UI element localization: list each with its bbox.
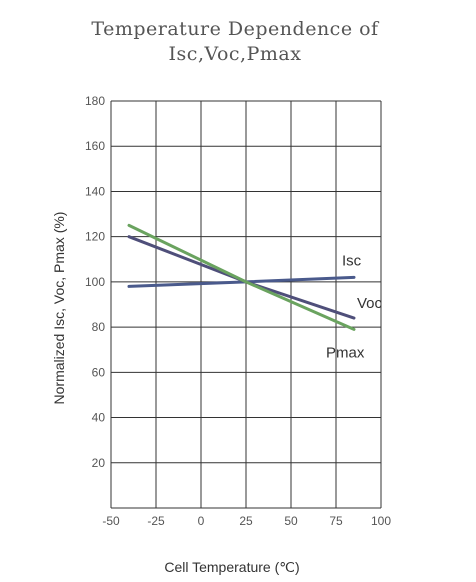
y-tick-label: 40	[92, 411, 106, 425]
series-line-pmax	[127, 223, 356, 331]
x-tick-labels: -50 -25 0 25 50 75 100	[102, 514, 391, 528]
series-label-voc: Voc	[357, 295, 383, 312]
x-tick-label: 100	[371, 514, 391, 528]
y-axis-label: Normalized Isc, Voc, Pmax (%)	[51, 212, 67, 405]
series-label-pmax: Pmax	[326, 344, 365, 361]
y-tick-labels: 20 40 60 80 100 120 140 160 180	[85, 94, 105, 470]
chart-title-line1: Temperature Dependence of	[91, 18, 380, 40]
x-tick-label: -50	[102, 514, 120, 528]
y-tick-label: 120	[85, 230, 105, 244]
series-label-isc: Isc	[342, 252, 362, 269]
grid	[110, 100, 382, 509]
y-tick-label: 20	[92, 456, 106, 470]
y-tick-label: 80	[92, 320, 106, 334]
series-lines	[127, 223, 356, 331]
chart-title-line2: Isc,Voc,Pmax	[169, 43, 302, 65]
x-tick-label: 25	[239, 514, 253, 528]
y-tick-label: 180	[85, 94, 105, 108]
x-tick-label: 50	[284, 514, 298, 528]
x-tick-label: 75	[329, 514, 343, 528]
y-tick-label: 160	[85, 139, 105, 153]
y-tick-label: 140	[85, 184, 105, 198]
x-axis-label: Cell Temperature (℃)	[164, 559, 299, 575]
series-labels: Isc Voc Pmax	[326, 252, 383, 361]
y-tick-label: 100	[85, 275, 105, 289]
x-tick-label: -25	[147, 514, 165, 528]
x-tick-label: 0	[198, 514, 205, 528]
y-tick-label: 60	[92, 365, 106, 379]
